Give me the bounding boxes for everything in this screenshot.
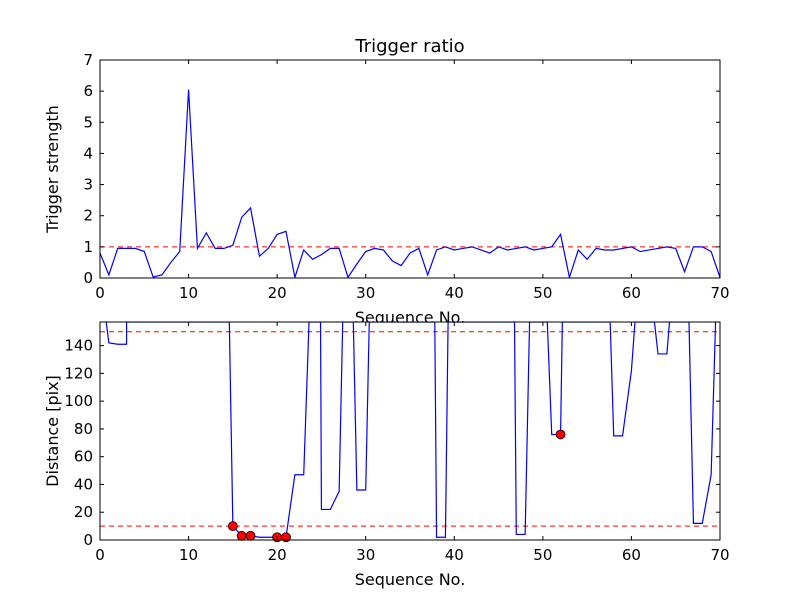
x-tick-label: 30 [356, 284, 375, 302]
x-tick-label: 40 [445, 284, 464, 302]
marker-point [245, 530, 256, 541]
plot-background [100, 60, 720, 278]
marker-point [281, 532, 291, 543]
marker-point [236, 530, 247, 541]
marker-point [555, 429, 566, 440]
y-tick-label: 120 [64, 364, 93, 382]
y-tick-label: 1 [83, 238, 93, 256]
x-axis-title: Sequence No. [355, 570, 466, 589]
plot-frame [99, 321, 721, 541]
plot-frame [99, 59, 721, 279]
y-tick-label: 100 [64, 392, 93, 410]
x-tick-label: 30 [356, 546, 375, 564]
y-tick-label: 80 [74, 420, 93, 438]
y-tick-label: 40 [74, 475, 93, 493]
y-tick-label: 140 [64, 337, 93, 355]
x-tick-label: 20 [268, 546, 287, 564]
x-tick-label: 50 [533, 546, 552, 564]
y-tick-label: 0 [83, 531, 93, 549]
y-tick-label: 2 [83, 207, 93, 225]
plot-2: 0 10 20 30 40 50 60 70 0 20 40 60 80 100 120 140 Sequenc… [43, 321, 730, 589]
y-axis-title: Trigger strength [43, 105, 62, 234]
x-tick-label: 40 [445, 546, 464, 564]
y-tick-label: 6 [83, 82, 93, 100]
y-tick-label: 3 [83, 176, 93, 194]
x-tick-label: 70 [710, 284, 729, 302]
x-tick-label: 20 [268, 284, 287, 302]
chart-title: Trigger ratio [354, 36, 464, 57]
y-tick-label: 60 [74, 448, 93, 466]
x-tick-label: 10 [179, 284, 198, 302]
plot-background [100, 322, 720, 540]
y-tick-label: 0 [83, 269, 93, 287]
x-tick-label: 70 [710, 546, 729, 564]
y-tick-label: 20 [74, 503, 93, 521]
x-tick-label: 60 [622, 546, 641, 564]
x-tick-label: 50 [533, 284, 552, 302]
x-tick-label: 60 [622, 284, 641, 302]
x-tick-label: 0 [95, 284, 105, 302]
y-tick-label: 4 [83, 144, 93, 162]
x-tick-label: 10 [179, 546, 198, 564]
x-tick-label: 0 [95, 546, 105, 564]
y-tick-label: 5 [83, 113, 93, 131]
y-axis-title: Distance [pix] [43, 375, 62, 487]
series-line [100, 89, 720, 278]
y-tick-label: 7 [83, 51, 93, 69]
marker-point [227, 521, 238, 532]
